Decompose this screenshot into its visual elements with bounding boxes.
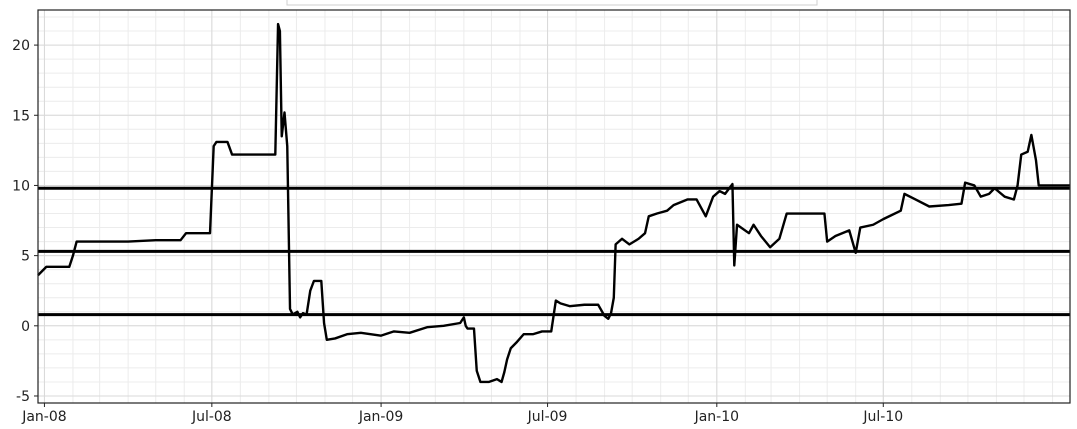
series-group: [37, 22, 1070, 384]
y-tick-label: -5: [16, 389, 30, 405]
minor-grid: [38, 10, 1070, 403]
x-tick-label: Jan-10: [694, 409, 739, 425]
y-tick-label: 15: [12, 108, 30, 124]
x-tick-label: Jan-09: [358, 409, 403, 425]
top-tab-fragment: [286, 0, 818, 6]
y-axis-ticks: -5 0 5 10 15 20: [12, 38, 38, 405]
y-tick-label: 20: [12, 38, 30, 54]
x-tick-label: Jul-08: [191, 409, 232, 425]
x-tick-label: Jul-09: [527, 409, 568, 425]
y-tick-label: 10: [12, 178, 30, 194]
major-grid: [38, 10, 1070, 403]
plot-frame: [37, 9, 1071, 404]
y-tick-label: 0: [21, 319, 30, 335]
x-tick-label: Jul-10: [862, 409, 903, 425]
series-line: [37, 22, 1070, 384]
x-axis-ticks: Jan-08 Jul-08 Jan-09 Jul-09 Jan-10 Jul-10: [21, 403, 903, 425]
reference-lines: [38, 186, 1070, 317]
x-tick-label: Jan-08: [21, 409, 66, 425]
y-tick-label: 5: [21, 249, 30, 265]
